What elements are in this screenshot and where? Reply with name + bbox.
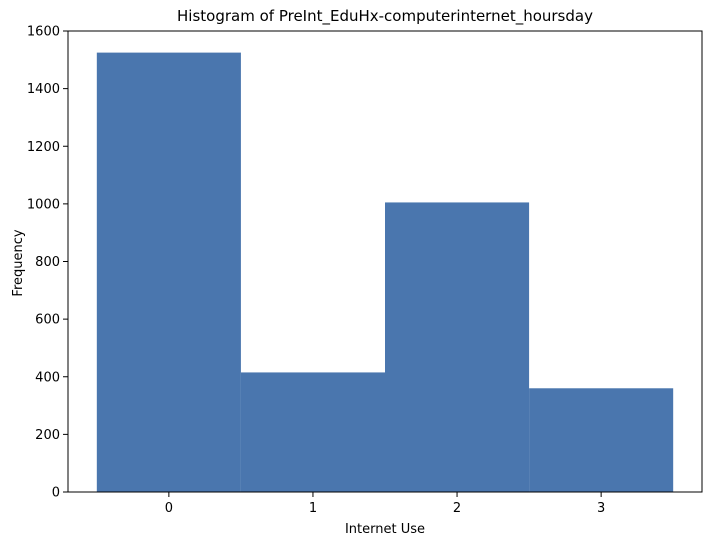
histogram-bar-0 [96, 52, 241, 492]
histogram-bar-3 [529, 388, 674, 492]
histogram-bar-1 [240, 372, 385, 492]
y-tick-label: 600 [35, 313, 60, 328]
x-tick-label: 1 [309, 501, 317, 516]
x-tick-label: 3 [597, 501, 605, 516]
x-axis-label: Internet Use [345, 522, 425, 537]
x-axis-ticks: 0 1 2 3 [165, 492, 605, 516]
y-tick-label: 1600 [27, 25, 60, 40]
y-tick-label: 1200 [27, 140, 60, 155]
y-axis-ticks: 0 200 400 600 800 1000 1200 1400 1600 [27, 25, 68, 501]
y-tick-label: 800 [35, 255, 60, 270]
bars-group [96, 52, 674, 492]
y-tick-label: 400 [35, 370, 60, 385]
y-axis-label: Frequency [11, 229, 26, 296]
chart-title: Histogram of PreInt_EduHx-computerintern… [177, 7, 593, 26]
y-tick-label: 1000 [27, 197, 60, 212]
y-tick-label: 0 [52, 486, 60, 501]
y-tick-label: 1400 [27, 82, 60, 97]
x-tick-label: 0 [165, 501, 173, 516]
x-tick-label: 2 [453, 501, 461, 516]
y-tick-label: 200 [35, 428, 60, 443]
histogram-bar-2 [385, 202, 530, 492]
